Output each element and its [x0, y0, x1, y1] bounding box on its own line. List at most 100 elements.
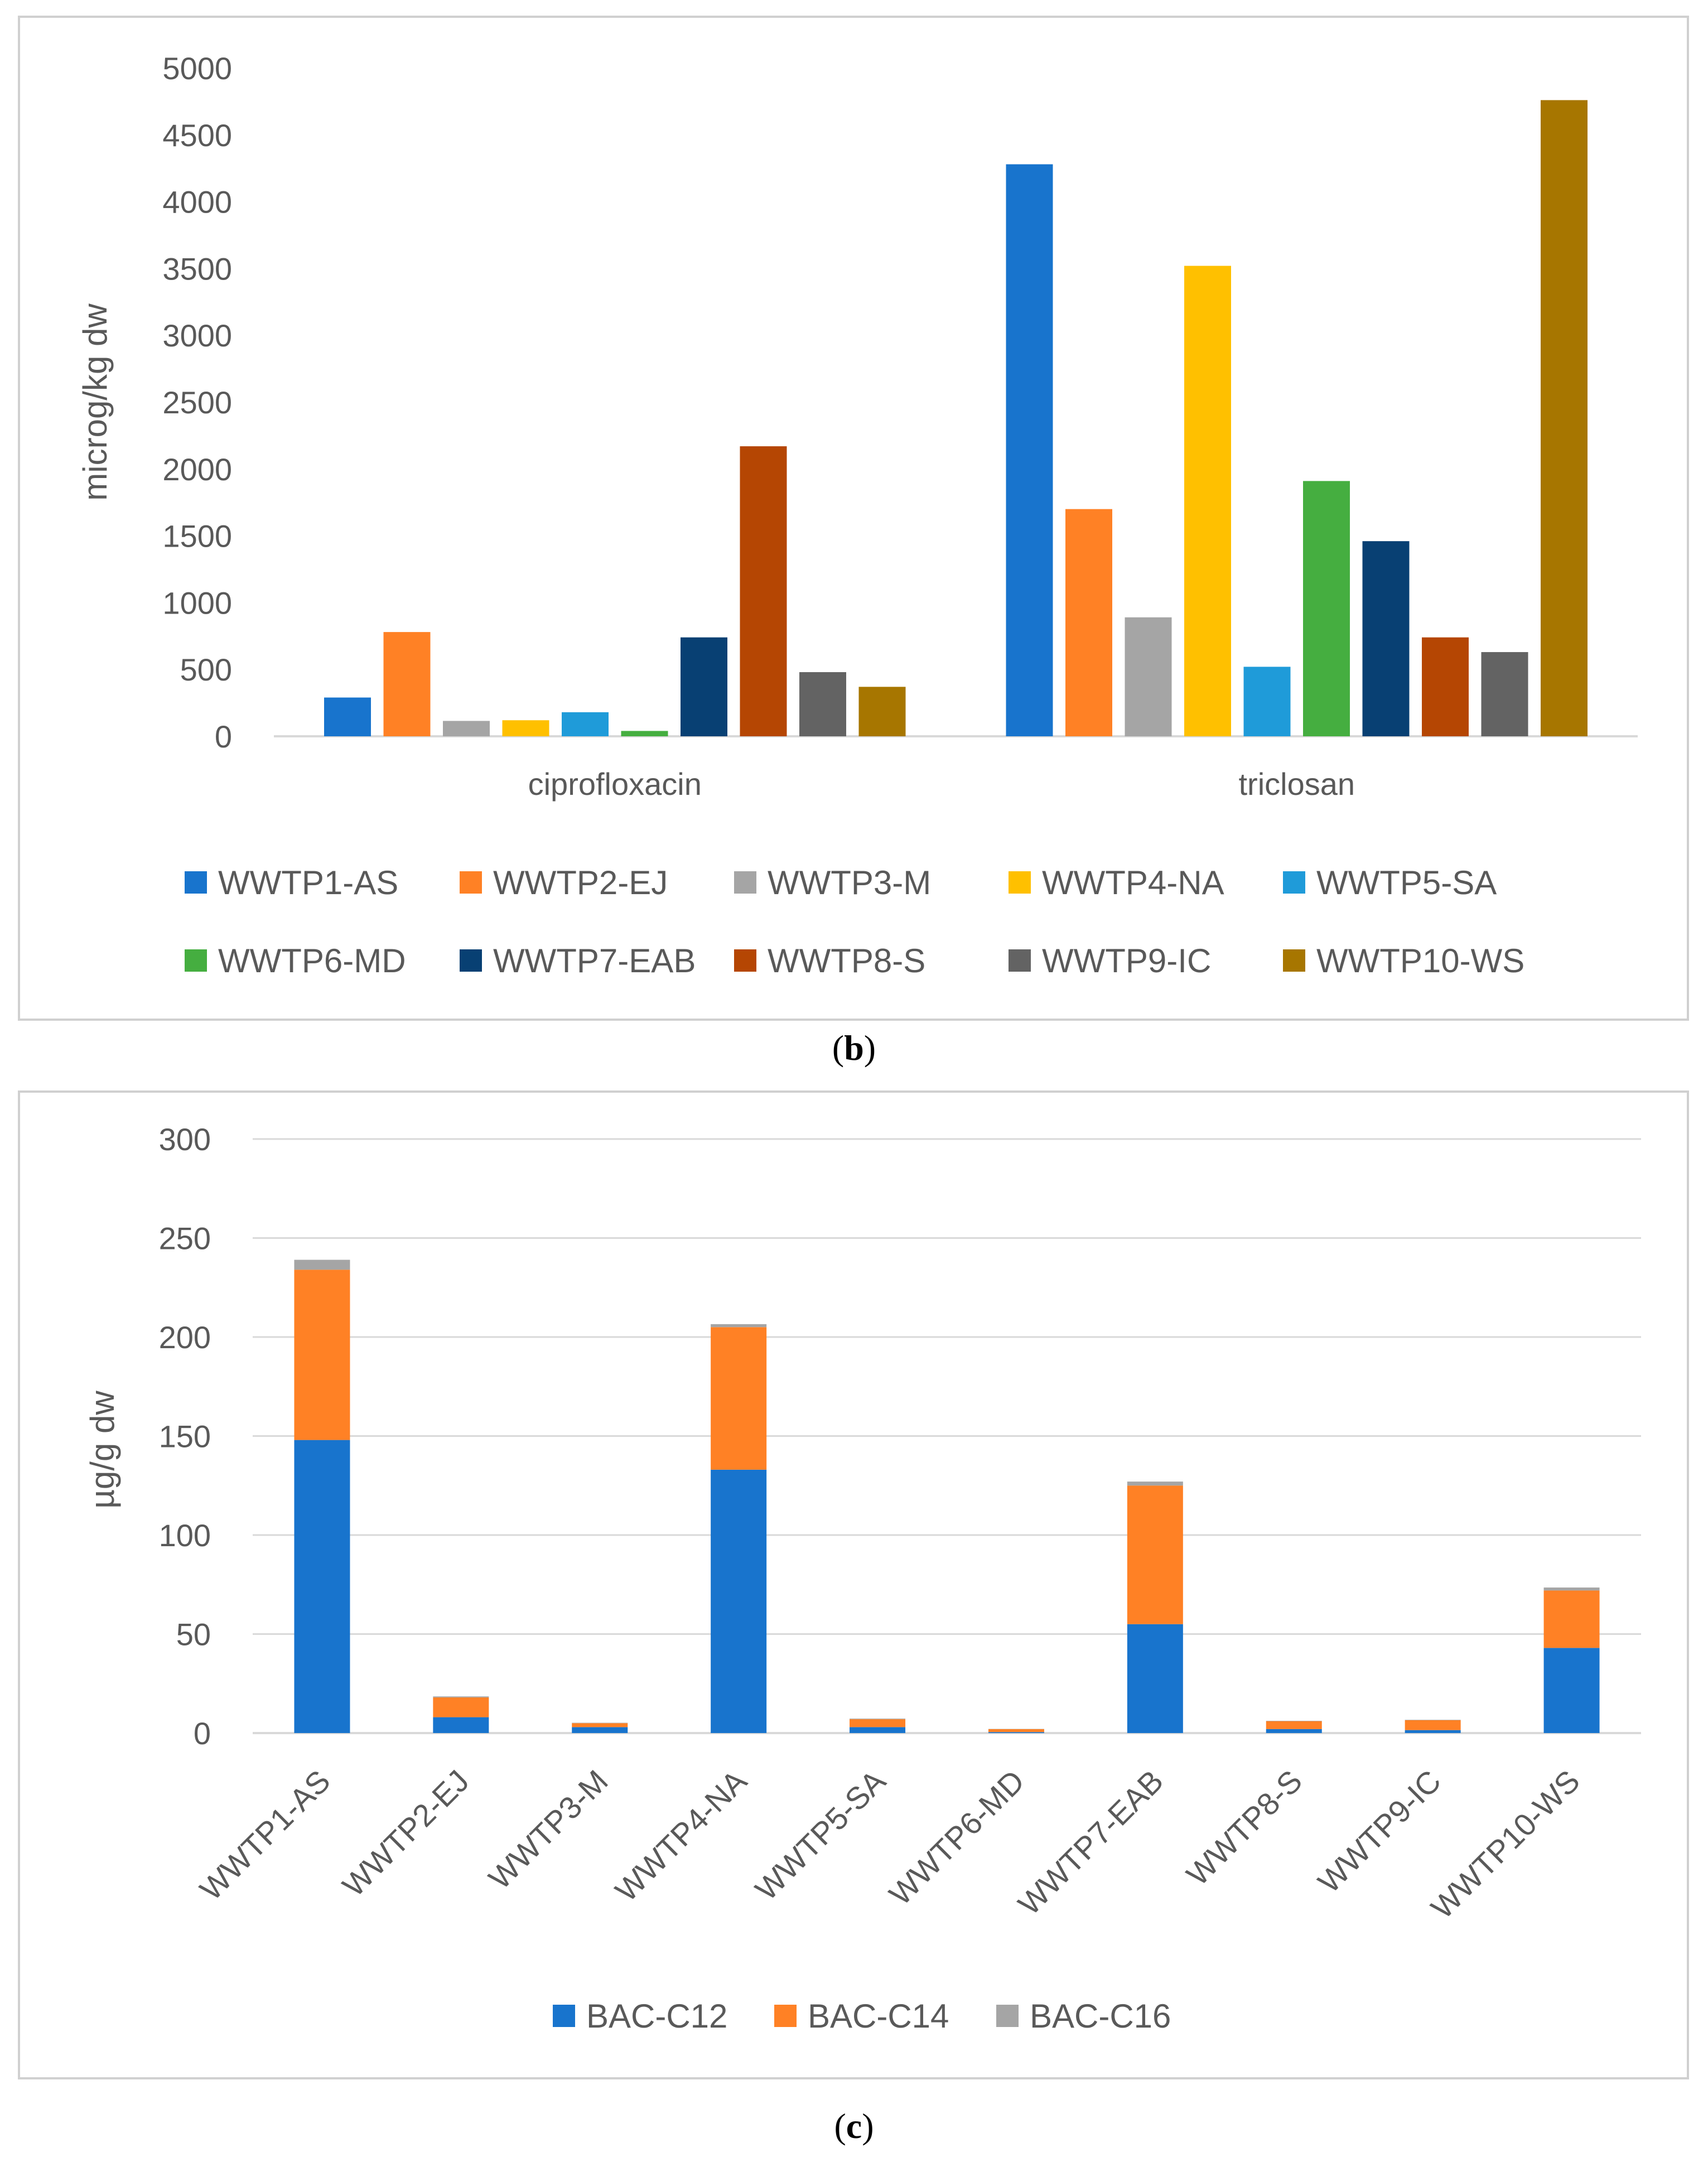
- legend-swatch: [185, 949, 207, 972]
- chart-b-svg: 0 500 1000 1500 2000 2500 3000 3500 4000 4500 5000…: [76, 51, 1638, 979]
- bar-WWTP10-WS-ciprofloxacin: [858, 687, 906, 736]
- legend-label: WWTP8-S: [768, 942, 925, 979]
- bar-BAC-C14-WWTP4-NA: [711, 1327, 767, 1470]
- y-tick-label: 100: [159, 1518, 211, 1553]
- bar-BAC-C16-WWTP10-WS: [1543, 1587, 1600, 1591]
- y-tick-label: 5000: [162, 51, 232, 86]
- legend-swatch: [460, 871, 482, 894]
- y-tick-label: 4500: [162, 118, 232, 153]
- bar-WWTP6-MD-triclosan: [1303, 481, 1350, 736]
- legend-swatch: [734, 949, 756, 972]
- bar-BAC-C14-WWTP2-EJ: [433, 1697, 489, 1717]
- bar-BAC-C12-WWTP1-AS: [294, 1440, 350, 1733]
- legend-label: WWTP7-EAB: [493, 942, 696, 979]
- bar-WWTP9-IC-ciprofloxacin: [799, 672, 846, 736]
- y-tick-label: 1000: [162, 585, 232, 620]
- bar-WWTP8-S-triclosan: [1422, 637, 1469, 736]
- bar-WWTP6-MD-ciprofloxacin: [621, 731, 668, 736]
- y-tick-label: 2500: [162, 385, 232, 420]
- bar-WWTP3-M-triclosan: [1125, 617, 1172, 736]
- bar-BAC-C12-WWTP10-WS: [1543, 1648, 1600, 1733]
- y-tick-label: 500: [180, 652, 232, 687]
- legend-label: WWTP4-NA: [1042, 864, 1224, 901]
- bar-WWTP5-SA-ciprofloxacin: [562, 712, 609, 736]
- bar-BAC-C14-WWTP6-MD: [988, 1729, 1044, 1733]
- y-tick-label: 2000: [162, 452, 232, 487]
- legend-label: BAC-C16: [1030, 1997, 1171, 2035]
- bar-BAC-C14-WWTP7-EAB: [1127, 1485, 1183, 1624]
- x-category-label: WWTP5-SA: [749, 1763, 892, 1907]
- bar-WWTP8-S-ciprofloxacin: [740, 446, 787, 736]
- x-category-label: WWTP8-S: [1180, 1763, 1309, 1893]
- legend-label: BAC-C12: [586, 1997, 727, 2035]
- legend-swatch: [1283, 871, 1305, 894]
- bar-WWTP7-EAB-ciprofloxacin: [681, 637, 727, 736]
- y-tick-label: 0: [194, 1716, 211, 1751]
- x-category-label: ciprofloxacin: [528, 766, 702, 802]
- x-category-label: WWTP7-EAB: [1011, 1763, 1170, 1922]
- y-tick-label: 200: [159, 1320, 211, 1355]
- legend-swatch: [1009, 871, 1031, 894]
- caption-b-letter: b: [844, 1028, 864, 1068]
- bar-BAC-C14-WWTP3-M: [572, 1723, 628, 1727]
- bar-WWTP3-M-ciprofloxacin: [443, 721, 490, 736]
- bar-BAC-C12-WWTP5-SA: [850, 1727, 906, 1733]
- chart-panel-c: 0 50 100 150 200 250 300 µg/g dw WWTP1-AS WWTP2-E…: [18, 1090, 1689, 2079]
- legend-label: WWTP5-SA: [1316, 864, 1497, 901]
- x-category-label: triclosan: [1238, 766, 1355, 802]
- legend-label: WWTP10-WS: [1316, 942, 1524, 979]
- x-category-label: WWTP10-WS: [1424, 1763, 1586, 1925]
- bar-WWTP2-EJ-triclosan: [1065, 509, 1112, 736]
- caption-c: (c): [834, 2106, 874, 2146]
- bar-BAC-C16-WWTP7-EAB: [1127, 1481, 1183, 1486]
- bar-BAC-C14-WWTP10-WS: [1543, 1590, 1600, 1648]
- legend-swatch: [734, 871, 756, 894]
- legend-swatch: [185, 871, 207, 894]
- bar-BAC-C12-WWTP9-IC: [1405, 1730, 1461, 1733]
- bar-WWTP1-AS-triclosan: [1006, 164, 1053, 737]
- legend-label: WWTP2-EJ: [493, 864, 668, 901]
- legend-swatch: [553, 2005, 575, 2027]
- y-tick-label: 3500: [162, 251, 232, 286]
- bar-WWTP4-NA-ciprofloxacin: [502, 720, 549, 736]
- y-tick-label: 300: [159, 1122, 211, 1157]
- legend-swatch: [1283, 949, 1305, 972]
- bar-WWTP10-WS-triclosan: [1541, 100, 1588, 736]
- bar-WWTP1-AS-ciprofloxacin: [324, 697, 371, 736]
- y-tick-label: 250: [159, 1221, 211, 1256]
- bar-BAC-C14-WWTP8-S: [1266, 1721, 1322, 1729]
- x-category-label: WWTP3-M: [482, 1763, 615, 1896]
- bar-BAC-C14-WWTP9-IC: [1405, 1720, 1461, 1730]
- bar-BAC-C12-WWTP8-S: [1266, 1729, 1322, 1733]
- bar-BAC-C12-WWTP6-MD: [988, 1732, 1044, 1733]
- bar-WWTP9-IC-triclosan: [1481, 652, 1528, 736]
- x-category-label: WWTP4-NA: [609, 1763, 754, 1908]
- bar-BAC-C16-WWTP2-EJ: [433, 1696, 489, 1698]
- legend-swatch: [460, 949, 482, 972]
- y-tick-label: 3000: [162, 318, 232, 353]
- x-category-label: WWTP1-AS: [193, 1763, 337, 1907]
- bar-BAC-C14-WWTP1-AS: [294, 1270, 350, 1440]
- bar-BAC-C12-WWTP4-NA: [711, 1469, 767, 1733]
- y-tick-label: 150: [159, 1419, 211, 1454]
- y-axis-title: µg/g dw: [84, 1391, 121, 1509]
- bar-BAC-C16-WWTP1-AS: [294, 1259, 350, 1270]
- legend-swatch: [774, 2005, 797, 2027]
- bar-WWTP4-NA-triclosan: [1184, 266, 1231, 736]
- y-tick-label: 50: [176, 1617, 211, 1652]
- bar-BAC-C14-WWTP5-SA: [850, 1719, 906, 1727]
- y-axis-title: microg/kg dw: [76, 303, 114, 501]
- y-tick-label: 4000: [162, 185, 232, 220]
- caption-b: (b): [832, 1028, 876, 1068]
- legend-swatch: [996, 2005, 1019, 2027]
- x-category-label: WWTP9-IC: [1311, 1763, 1448, 1900]
- y-tick-label: 0: [215, 719, 232, 754]
- y-tick-label: 1500: [162, 519, 232, 554]
- chart-c-svg: 0 50 100 150 200 250 300 µg/g dw WWTP1-ASWWTP2-E…: [84, 1122, 1641, 2035]
- bar-BAC-C16-WWTP3-M: [572, 1722, 628, 1724]
- bar-BAC-C12-WWTP2-EJ: [433, 1717, 489, 1733]
- bar-WWTP2-EJ-ciprofloxacin: [383, 632, 431, 736]
- x-category-label: WWTP2-EJ: [336, 1763, 476, 1903]
- legend-label: WWTP1-AS: [218, 864, 398, 901]
- bar-BAC-C12-WWTP7-EAB: [1127, 1624, 1183, 1733]
